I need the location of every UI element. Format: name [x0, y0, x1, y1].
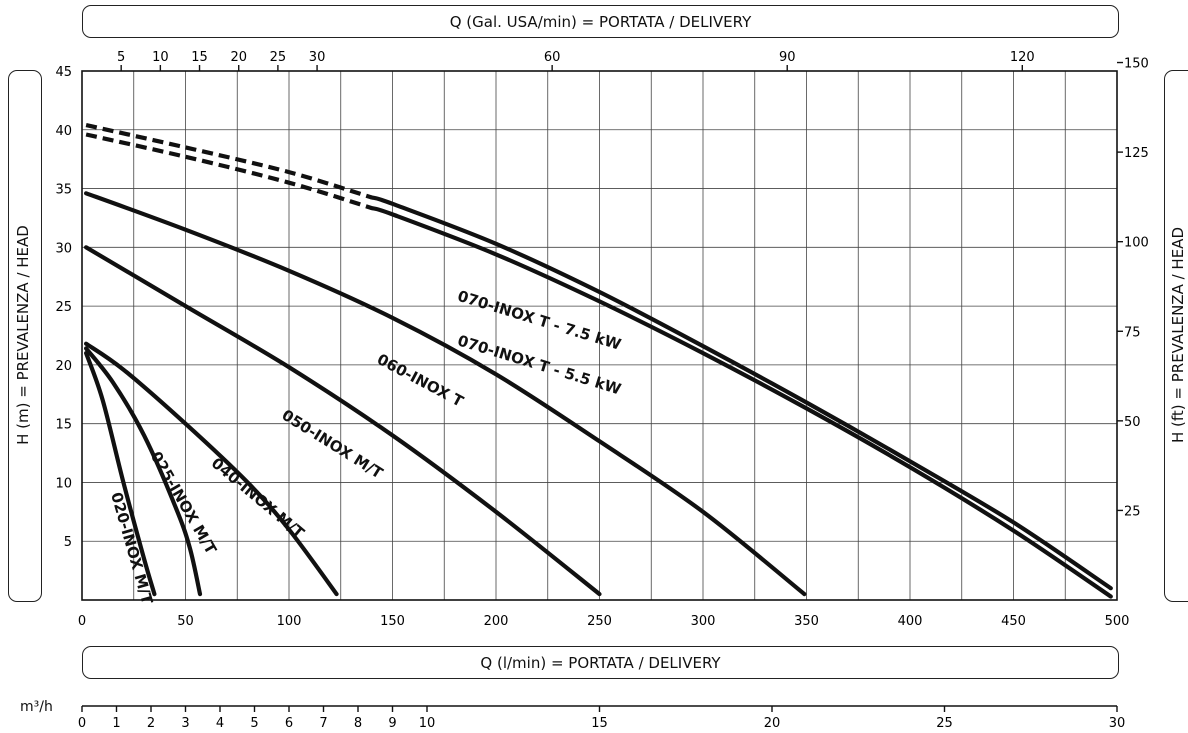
m3h-tick-label: 15 [591, 716, 608, 731]
series-line [372, 208, 1111, 596]
x-tick-label: 150 [380, 614, 405, 629]
x-tick-label: 400 [898, 614, 923, 629]
ft-tick-label: 150 [1124, 57, 1149, 72]
x-tick-label: 450 [1001, 614, 1026, 629]
x-tick-label: 300 [691, 614, 716, 629]
x-tick-label: 200 [484, 614, 509, 629]
gal-tick-label: 90 [779, 50, 796, 65]
x-tick-label: 250 [587, 614, 612, 629]
curves [86, 125, 1111, 596]
m3h-tick-label: 0 [78, 716, 86, 731]
ft-tick-label: 50 [1124, 415, 1141, 430]
m3h-tick-label: 3 [181, 716, 189, 731]
m3h-tick-label: 7 [319, 716, 327, 731]
m3h-tick-label: 6 [285, 716, 293, 731]
m3h-tick-label: 5 [250, 716, 258, 731]
m3h-tick-label: 4 [216, 716, 224, 731]
gal-tick-label: 30 [309, 50, 326, 65]
series-label: 040-INOX M/T [208, 454, 308, 542]
series-line [86, 247, 599, 594]
y-tick-label: 25 [55, 300, 72, 315]
y-tick-label: 30 [55, 241, 72, 256]
m3h-tick-label: 9 [388, 716, 396, 731]
y-tick-label: 40 [55, 124, 72, 139]
ft-tick-label: 25 [1124, 504, 1141, 519]
m3h-tick-label: 30 [1109, 716, 1126, 731]
series-label: 050-INOX M/T [279, 406, 387, 483]
m3h-tick-label: 20 [764, 716, 781, 731]
x-tick-label: 50 [177, 614, 194, 629]
gal-tick-label: 5 [117, 50, 125, 65]
y-tick-label: 5 [64, 535, 72, 550]
m3h-tick-label: 10 [419, 716, 436, 731]
x-tick-label: 100 [277, 614, 302, 629]
gal-tick-label: 10 [152, 50, 169, 65]
series-line-dashed [86, 125, 372, 197]
y-tick-label: 10 [55, 476, 72, 491]
gal-tick-label: 120 [1010, 50, 1035, 65]
x-tick-label: 350 [794, 614, 819, 629]
x-tick-label: 500 [1105, 614, 1130, 629]
x-tick-label: 0 [78, 614, 86, 629]
y-tick-label: 15 [55, 418, 72, 433]
ft-tick-label: 75 [1124, 325, 1141, 340]
gal-tick-label: 60 [544, 50, 561, 65]
series-line [372, 198, 1111, 589]
gal-tick-label: 25 [270, 50, 287, 65]
y-tick-label: 20 [55, 359, 72, 374]
ft-tick-label: 125 [1124, 146, 1149, 161]
ft-tick-label: 100 [1124, 236, 1149, 251]
series-label: 060-INOX T [374, 350, 467, 411]
m3h-tick-label: 1 [112, 716, 120, 731]
y-tick-label: 35 [55, 183, 72, 198]
y-tick-label: 45 [55, 65, 72, 80]
m3h-tick-label: 25 [936, 716, 953, 731]
gal-tick-label: 20 [230, 50, 247, 65]
series-line-dashed [86, 135, 372, 209]
m3h-tick-label: 2 [147, 716, 155, 731]
m3h-tick-label: 8 [354, 716, 362, 731]
gal-tick-label: 15 [191, 50, 208, 65]
